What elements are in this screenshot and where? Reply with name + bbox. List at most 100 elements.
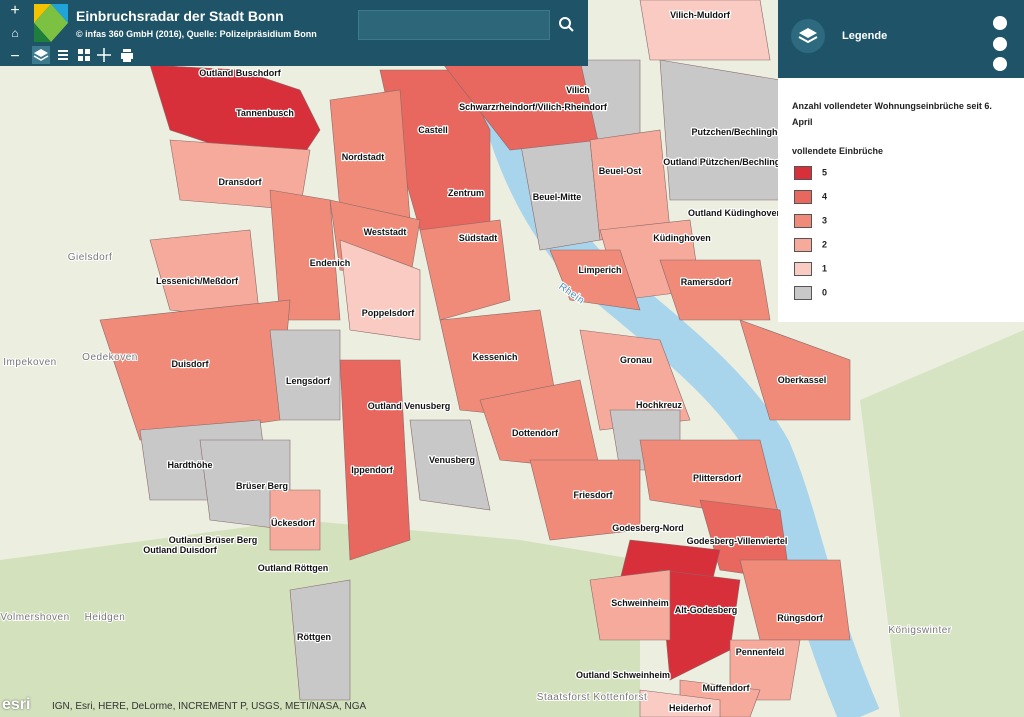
district[interactable]	[739, 559, 851, 641]
zoom-in[interactable]: +	[0, 0, 30, 22]
district[interactable]	[579, 329, 691, 431]
district-label: Outland Pützchen/Bechlinghoven	[663, 157, 807, 167]
district[interactable]	[269, 329, 341, 421]
header: Einbruchsradar der Stadt Bonn © infas 36…	[30, 0, 588, 66]
district[interactable]	[149, 64, 321, 161]
district-label: Plittersdorf	[693, 473, 742, 483]
home-button[interactable]: ⌂	[0, 22, 30, 46]
district-label: Nordstadt	[342, 152, 385, 162]
district-label: Röttgen	[297, 632, 331, 642]
basemap-tool[interactable]	[78, 49, 90, 61]
attribution-bar: esri IGN, Esri, HERE, DeLorme, INCREMENT…	[0, 696, 1024, 717]
legend-swatch	[794, 190, 812, 204]
search-input[interactable]	[358, 10, 550, 40]
locate-tool[interactable]	[97, 48, 111, 62]
district-label: Dransdorf	[218, 177, 262, 187]
district[interactable]	[409, 419, 491, 511]
attribution: IGN, Esri, HERE, DeLorme, INCREMENT P, U…	[52, 701, 367, 712]
district-label: Limperich	[578, 265, 621, 275]
district-label: Rüngsdorf	[777, 613, 823, 623]
district-label: Weststadt	[364, 227, 407, 237]
toolbar	[32, 46, 133, 64]
district-label: Ippendorf	[351, 465, 393, 475]
district[interactable]	[289, 579, 351, 701]
district-label: Beuel-Ost	[599, 166, 642, 176]
legend-item: 2	[794, 238, 827, 254]
district-label: Outland Röttgen	[258, 563, 329, 573]
district-label: Outland Buschdorf	[199, 68, 281, 78]
forest	[860, 330, 1024, 717]
district-label: Outland Schweinheim	[576, 670, 670, 680]
district[interactable]	[549, 249, 641, 311]
district[interactable]	[639, 0, 771, 61]
zoom-out[interactable]: −	[0, 46, 30, 66]
place-label: Staatsforst Kottenforst	[537, 692, 647, 703]
districts	[99, 0, 851, 717]
legend-swatch	[794, 214, 812, 228]
district[interactable]	[269, 489, 321, 551]
district-label: Heiderhof	[669, 703, 712, 713]
up-button[interactable]	[993, 37, 1007, 51]
district[interactable]	[729, 639, 801, 701]
district-label: Schweinheim	[611, 598, 669, 608]
district-label: Ramersdorf	[681, 277, 733, 287]
legend-swatch	[794, 286, 812, 300]
district-label: Küdinghoven	[653, 233, 711, 243]
district-label: Beuel-Mitte	[533, 192, 582, 202]
district-label: Outland Duisdorf	[143, 545, 217, 555]
district-label: Oberkassel	[778, 375, 827, 385]
district-label: Putzchen/Bechlinghoven	[691, 127, 798, 137]
place-label: Gielsdorf	[68, 252, 113, 263]
district-label: Venusberg	[429, 455, 475, 465]
district-label: Dottendorf	[512, 428, 559, 438]
legend-label: 3	[822, 215, 828, 226]
district[interactable]	[339, 359, 411, 561]
legend-label: 0	[822, 287, 828, 298]
close-button[interactable]	[993, 16, 1007, 30]
district-label: Südstadt	[459, 233, 498, 243]
district[interactable]	[589, 569, 671, 641]
subtitle: © infas 360 GmbH (2016), Quelle: Polizei…	[76, 29, 317, 39]
district-label: Brüser Berg	[236, 481, 288, 491]
district[interactable]	[339, 239, 421, 341]
print-tool[interactable]	[121, 49, 133, 62]
district-label: Vilich	[566, 85, 590, 95]
district-label: Godesberg-Nord	[612, 523, 684, 533]
district[interactable]	[419, 219, 511, 321]
district-label: Alt-Godesberg	[675, 605, 738, 615]
legend-swatch	[794, 262, 812, 276]
legend-item: 0	[794, 286, 827, 302]
legend-swatch	[794, 238, 812, 252]
district-label: Schwarzrheindorf/Vilich-Rheindorf	[459, 102, 608, 112]
logo	[34, 4, 68, 42]
district[interactable]	[269, 189, 341, 321]
place-label: Oedekoven	[82, 352, 138, 363]
legend-subheading: vollendete Einbrüche	[792, 146, 884, 156]
legend-label: 4	[822, 191, 828, 202]
district[interactable]	[659, 259, 771, 321]
district-label: Outland Küdinghoven	[688, 208, 782, 218]
legend-heading: Legende	[842, 30, 888, 42]
district[interactable]	[639, 689, 721, 717]
district[interactable]	[739, 319, 851, 421]
legend-label: 1	[822, 263, 828, 274]
down-button[interactable]	[993, 57, 1007, 71]
legend-item: 1	[794, 262, 827, 278]
district-label: Kessenich	[472, 352, 517, 362]
place-label: Impekoven	[3, 357, 56, 368]
legend-swatch	[794, 166, 812, 180]
district-label: Duisdorf	[172, 359, 210, 369]
district[interactable]	[529, 459, 641, 541]
district-label: Tannenbusch	[236, 108, 294, 118]
search-button[interactable]	[550, 10, 584, 40]
legend-label: 5	[822, 167, 828, 178]
district-label: Outland Venusberg	[368, 401, 451, 411]
district-label: Godesberg-Villenviertel	[687, 536, 788, 546]
district-label: Friesdorf	[573, 490, 613, 500]
district-label: Poppelsdorf	[362, 308, 416, 318]
list-tool[interactable]	[58, 50, 68, 60]
place-label: Volmershoven	[0, 612, 69, 623]
district-label: Zentrum	[448, 188, 484, 198]
district-label: Lengsdorf	[286, 376, 331, 386]
